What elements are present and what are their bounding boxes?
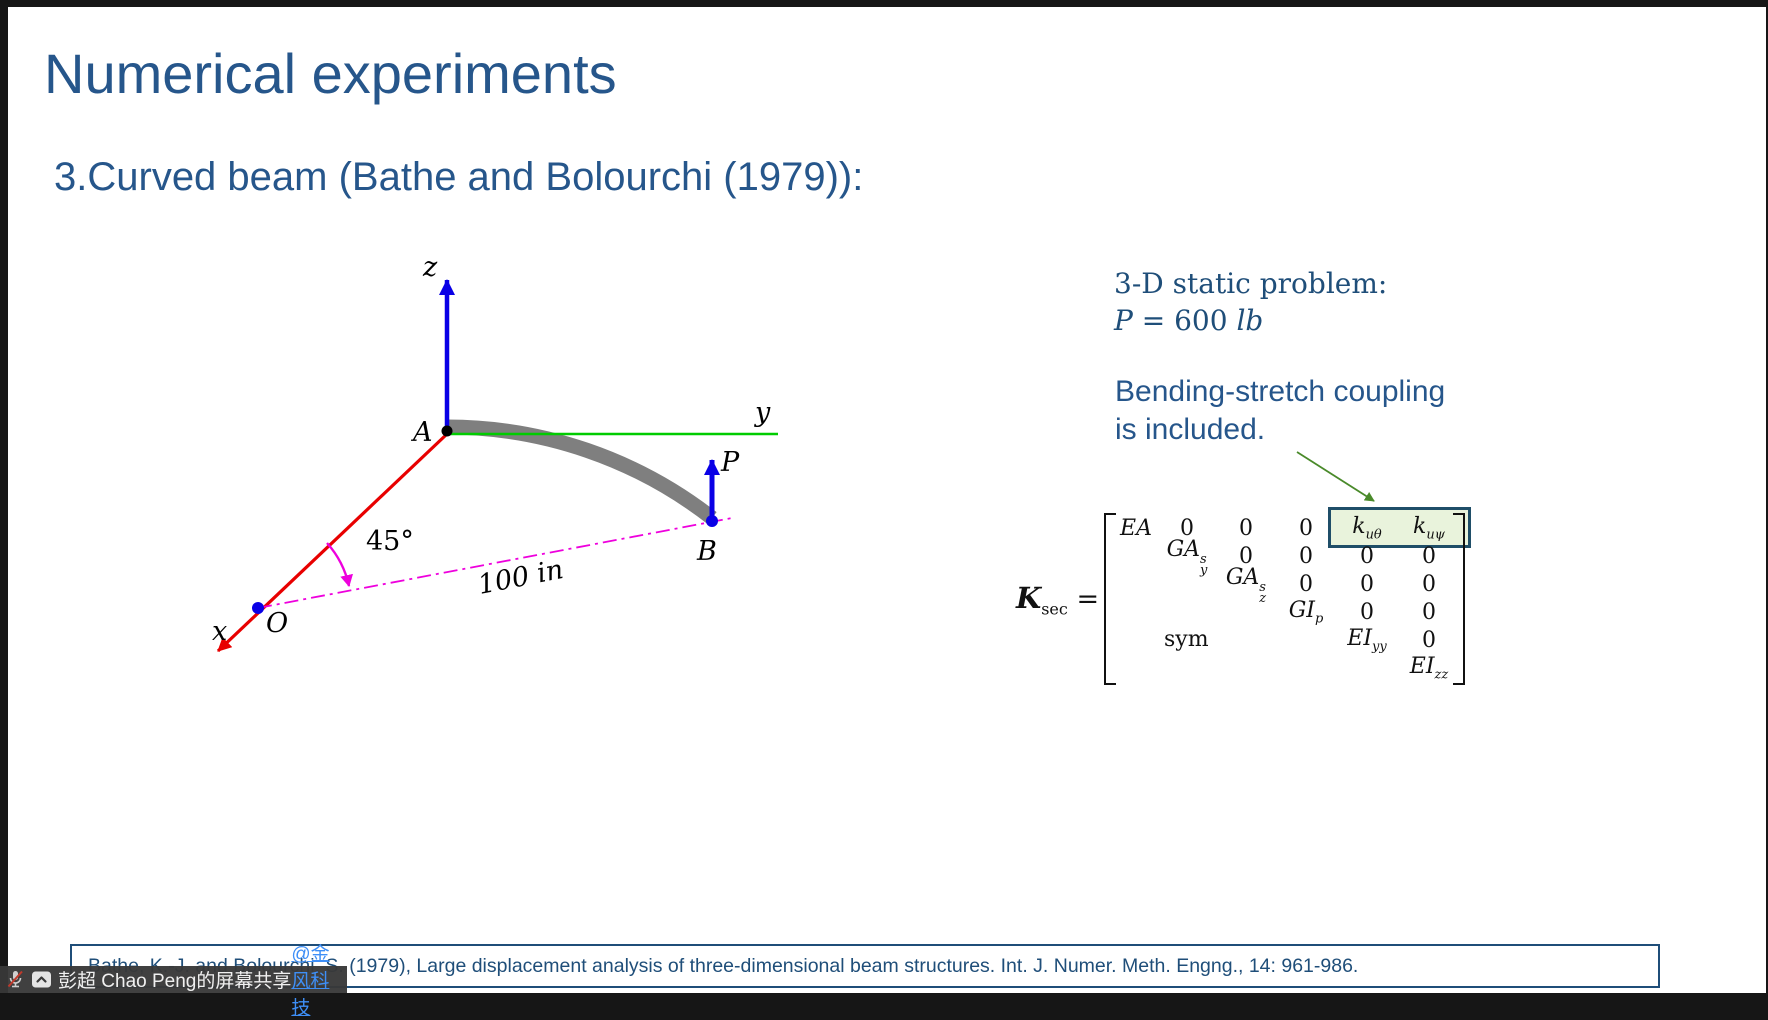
point-o-dot — [252, 602, 264, 614]
matrix-cell: 0 — [1239, 543, 1253, 569]
load-line: P = 600 lb — [1114, 304, 1264, 337]
matrix-cell: 0 — [1239, 515, 1253, 541]
curved-beam — [446, 419, 717, 524]
angle-arc — [326, 542, 353, 587]
presentation-slide: Numerical experiments 3.Curved beam (Bat… — [8, 7, 1766, 993]
matrix-cell: 0 — [1422, 571, 1436, 597]
matrix-left-bracket — [1104, 513, 1116, 685]
matrix-grid: EA 0 0 0 kuθ kuψ GA s y 0 0 0 0 GA s z 0 0 0 GIp 0 0 EIyy 0 EIzz — [1114, 514, 1460, 682]
screenshot-stage: Numerical experiments 3.Curved beam (Bat… — [0, 7, 1766, 1019]
matrix-cell: 0 — [1299, 515, 1313, 541]
matrix-symbol: Ksec = — [1016, 581, 1100, 619]
point-b-label: B — [696, 536, 717, 567]
z-axis-label: z — [422, 252, 438, 283]
dimension-label: 100 in — [475, 554, 565, 601]
matrix-cell: GA s z — [1225, 564, 1267, 606]
coupling-highlight-box — [1328, 507, 1471, 548]
point-a-label: A — [410, 417, 433, 448]
matrix-cell: GIp — [1288, 597, 1324, 627]
angle-label: 45° — [366, 526, 414, 557]
problem-type-line: 3-D static problem: — [1114, 267, 1388, 300]
point-b-dot — [706, 515, 718, 527]
matrix-right-bracket — [1453, 513, 1465, 685]
x-axis-label: x — [212, 616, 227, 647]
problem-description: 3-D static problem: P = 600 lb — [1114, 265, 1387, 339]
matrix-cell: 0 — [1299, 543, 1313, 569]
matrix-cell: 0 — [1360, 543, 1374, 569]
slide-subtitle: 3.Curved beam (Bathe and Bolourchi (1979… — [54, 155, 864, 199]
org-mention-link[interactable]: @金风科技 — [291, 944, 330, 1019]
matrix-cell: 0 — [1422, 599, 1436, 625]
matrix-cell: 0 — [1360, 571, 1374, 597]
matrix-cell: GA s y — [1166, 536, 1208, 578]
matrix-cell: EA — [1120, 515, 1152, 541]
muted-microphone-icon — [7, 970, 23, 988]
curved-beam-diagram: z y x A B O P 45° 100 in — [212, 252, 778, 653]
matrix-cell: 0 — [1422, 543, 1436, 569]
matrix-cell: 0 — [1360, 599, 1374, 625]
matrix-cell: EIzz — [1409, 653, 1449, 683]
stiffness-matrix: Ksec = EA 0 0 0 kuθ kuψ GA s y 0 0 0 0 GA s z 0 0 0 GIp 0 0 EI… — [1016, 505, 1496, 697]
matrix-cell: 0 — [1422, 627, 1436, 653]
screen-share-overlay: 彭超 Chao Peng的屏幕共享 @金风科技 — [0, 944, 347, 1019]
sharer-name-text: 彭超 Chao Peng的屏幕共享 — [58, 971, 292, 992]
matrix-sym-label: sym — [1164, 627, 1209, 652]
matrix-cell: kuψ — [1413, 513, 1445, 543]
point-a-dot — [441, 425, 453, 437]
matrix-cell: EIyy — [1347, 625, 1387, 655]
coupling-note: Bending-stretch coupling is included. — [1115, 373, 1445, 449]
reference-text: Bathe, K.-J. and Bolourchi, S. (1979), L… — [88, 954, 1359, 977]
coupling-line-1: Bending-stretch coupling — [1115, 375, 1446, 408]
matrix-cell: 0 — [1180, 515, 1194, 541]
point-o-label: O — [266, 608, 288, 639]
force-label: P — [720, 447, 740, 478]
annotation-arrow-icon — [1296, 451, 1375, 502]
y-axis-label: y — [754, 397, 771, 428]
page-title: Numerical experiments — [44, 42, 617, 105]
matrix-cell: 0 — [1299, 571, 1313, 597]
screen-share-icon — [32, 971, 51, 988]
matrix-cell: kuθ — [1352, 513, 1382, 543]
x-axis — [216, 432, 449, 653]
coupling-line-2: is included. — [1115, 413, 1266, 446]
